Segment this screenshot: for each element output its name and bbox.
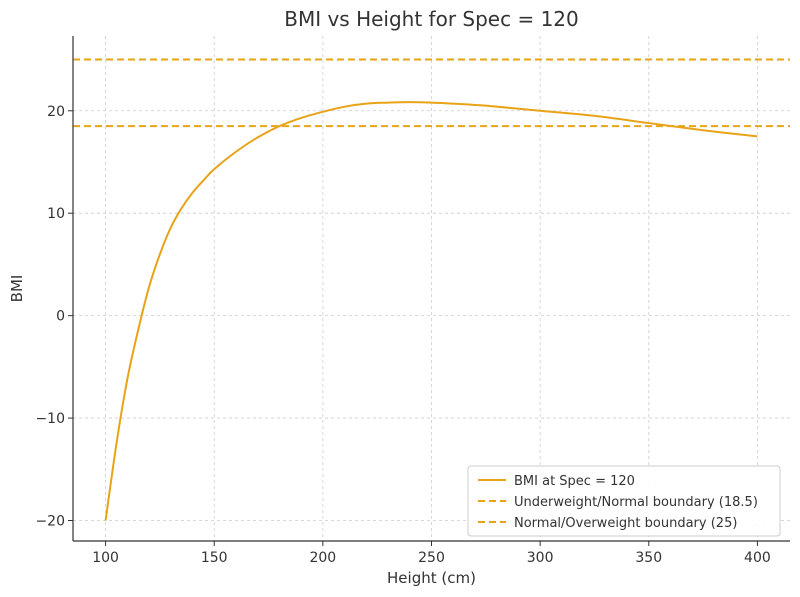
legend-box — [467, 465, 781, 537]
y-axis-label: BMI — [8, 275, 26, 303]
legend: BMI at Spec = 120 Underweight/Normal boun… — [467, 465, 781, 537]
grid — [73, 36, 790, 541]
x-tick-label: 300 — [527, 550, 554, 566]
x-tick-label: 250 — [418, 550, 445, 566]
x-tick-label: 400 — [744, 550, 771, 566]
x-tick-label: 100 — [92, 550, 119, 566]
x-tick-label: 200 — [309, 550, 336, 566]
y-tick-label: 10 — [47, 206, 65, 222]
legend-entry: BMI at Spec = 120 — [514, 474, 635, 489]
x-tick-label: 350 — [635, 550, 662, 566]
y-tick-label: −20 — [35, 514, 65, 530]
ticks: 100 150 200 250 300 350 400 −20 −10 0 10 20 — [35, 104, 770, 566]
chart-title: BMI vs Height for Spec = 120 — [284, 7, 579, 31]
legend-entry: Underweight/Normal boundary (18.5) — [514, 495, 758, 510]
legend-entry: Normal/Overweight boundary (25) — [514, 516, 737, 531]
series-line-1 — [104, 101, 758, 521]
y-tick-label: 20 — [47, 104, 65, 120]
x-axis-label: Height (cm) — [387, 569, 476, 587]
y-tick-label: 0 — [56, 309, 65, 325]
x-tick-label: 150 — [201, 550, 228, 566]
series-layer — [73, 58, 790, 521]
y-tick-label: −10 — [35, 411, 65, 427]
